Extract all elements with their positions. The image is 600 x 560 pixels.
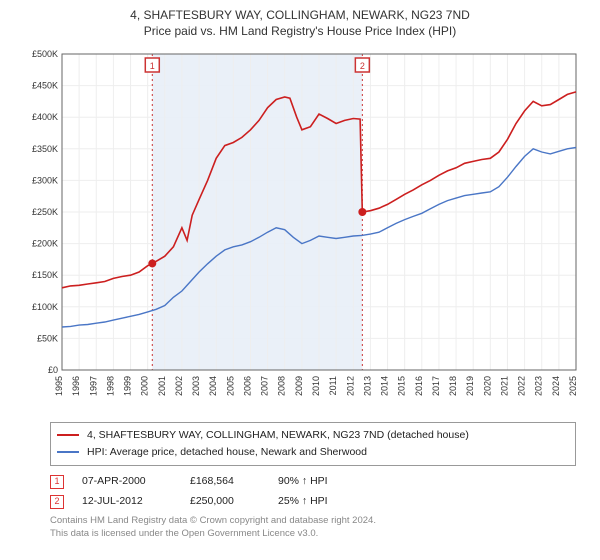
svg-text:2016: 2016 (414, 376, 424, 396)
svg-text:1997: 1997 (88, 376, 98, 396)
svg-text:1999: 1999 (123, 376, 133, 396)
svg-text:2006: 2006 (242, 376, 252, 396)
sale-badge-1: 1 (50, 475, 64, 489)
svg-text:£250K: £250K (32, 207, 58, 217)
chart-subtitle: Price paid vs. HM Land Registry's House … (10, 24, 590, 38)
svg-text:2025: 2025 (568, 376, 578, 396)
svg-text:2: 2 (360, 61, 365, 71)
svg-text:2001: 2001 (157, 376, 167, 396)
plot-area: £0 £50K £100K £150K £200K £250K £300K £350K £400… (20, 44, 580, 414)
svg-text:£100K: £100K (32, 302, 58, 312)
svg-text:2024: 2024 (551, 376, 561, 396)
svg-text:£0: £0 (48, 365, 58, 375)
attribution-line-2: This data is licensed under the Open Gov… (50, 528, 576, 540)
legend: 4, SHAFTESBURY WAY, COLLINGHAM, NEWARK, … (50, 422, 576, 466)
chart-svg: £0 £50K £100K £150K £200K £250K £300K £350K £400… (20, 44, 580, 414)
svg-text:2017: 2017 (431, 376, 441, 396)
svg-text:2021: 2021 (499, 376, 509, 396)
svg-text:£450K: £450K (32, 81, 58, 91)
svg-text:2005: 2005 (225, 376, 235, 396)
svg-text:2015: 2015 (397, 376, 407, 396)
legend-label-property: 4, SHAFTESBURY WAY, COLLINGHAM, NEWARK, … (87, 427, 469, 444)
svg-text:1996: 1996 (71, 376, 81, 396)
svg-text:2011: 2011 (328, 376, 338, 395)
svg-text:2004: 2004 (208, 376, 218, 396)
svg-text:2012: 2012 (345, 376, 355, 396)
svg-text:2002: 2002 (174, 376, 184, 396)
svg-text:2014: 2014 (380, 376, 390, 396)
svg-text:1998: 1998 (105, 376, 115, 396)
svg-text:2020: 2020 (482, 376, 492, 396)
sale-price-2: £250,000 (190, 492, 260, 512)
svg-text:2000: 2000 (140, 376, 150, 396)
legend-label-hpi: HPI: Average price, detached house, Newa… (87, 444, 367, 461)
sale-marker-row-1: 1 07-APR-2000 £168,564 90% ↑ HPI (50, 472, 576, 492)
svg-text:1995: 1995 (54, 376, 64, 396)
legend-row-hpi: HPI: Average price, detached house, Newa… (57, 444, 569, 461)
svg-text:2007: 2007 (260, 376, 270, 396)
svg-text:£500K: £500K (32, 49, 58, 59)
svg-text:2019: 2019 (465, 376, 475, 396)
svg-text:2010: 2010 (311, 376, 321, 396)
sale-diff-2: 25% ↑ HPI (278, 492, 338, 512)
svg-text:£350K: £350K (32, 144, 58, 154)
attribution-line-1: Contains HM Land Registry data © Crown c… (50, 515, 576, 527)
legend-row-property: 4, SHAFTESBURY WAY, COLLINGHAM, NEWARK, … (57, 427, 569, 444)
sale-badge-2: 2 (50, 495, 64, 509)
sale-marker-row-2: 2 12-JUL-2012 £250,000 25% ↑ HPI (50, 492, 576, 512)
legend-swatch-property (57, 434, 79, 436)
svg-text:£400K: £400K (32, 112, 58, 122)
svg-text:£200K: £200K (32, 239, 58, 249)
svg-text:£150K: £150K (32, 270, 58, 280)
sale-diff-1: 90% ↑ HPI (278, 472, 338, 492)
svg-text:1: 1 (150, 61, 155, 71)
legend-swatch-hpi (57, 451, 79, 453)
sale-date-2: 12-JUL-2012 (82, 492, 172, 512)
chart-container: 4, SHAFTESBURY WAY, COLLINGHAM, NEWARK, … (0, 0, 600, 544)
svg-text:2023: 2023 (534, 376, 544, 396)
chart-title: 4, SHAFTESBURY WAY, COLLINGHAM, NEWARK, … (10, 8, 590, 22)
svg-text:2013: 2013 (362, 376, 372, 396)
attribution: Contains HM Land Registry data © Crown c… (50, 515, 576, 540)
svg-text:2003: 2003 (191, 376, 201, 396)
svg-text:2018: 2018 (448, 376, 458, 396)
svg-text:2008: 2008 (277, 376, 287, 396)
sale-price-1: £168,564 (190, 472, 260, 492)
sale-marker-rows: 1 07-APR-2000 £168,564 90% ↑ HPI 2 12-JU… (50, 472, 576, 512)
svg-text:2009: 2009 (294, 376, 304, 396)
svg-text:£300K: £300K (32, 175, 58, 185)
svg-text:£50K: £50K (37, 333, 58, 343)
titles: 4, SHAFTESBURY WAY, COLLINGHAM, NEWARK, … (10, 8, 590, 38)
svg-text:2022: 2022 (517, 376, 527, 396)
sale-date-1: 07-APR-2000 (82, 472, 172, 492)
